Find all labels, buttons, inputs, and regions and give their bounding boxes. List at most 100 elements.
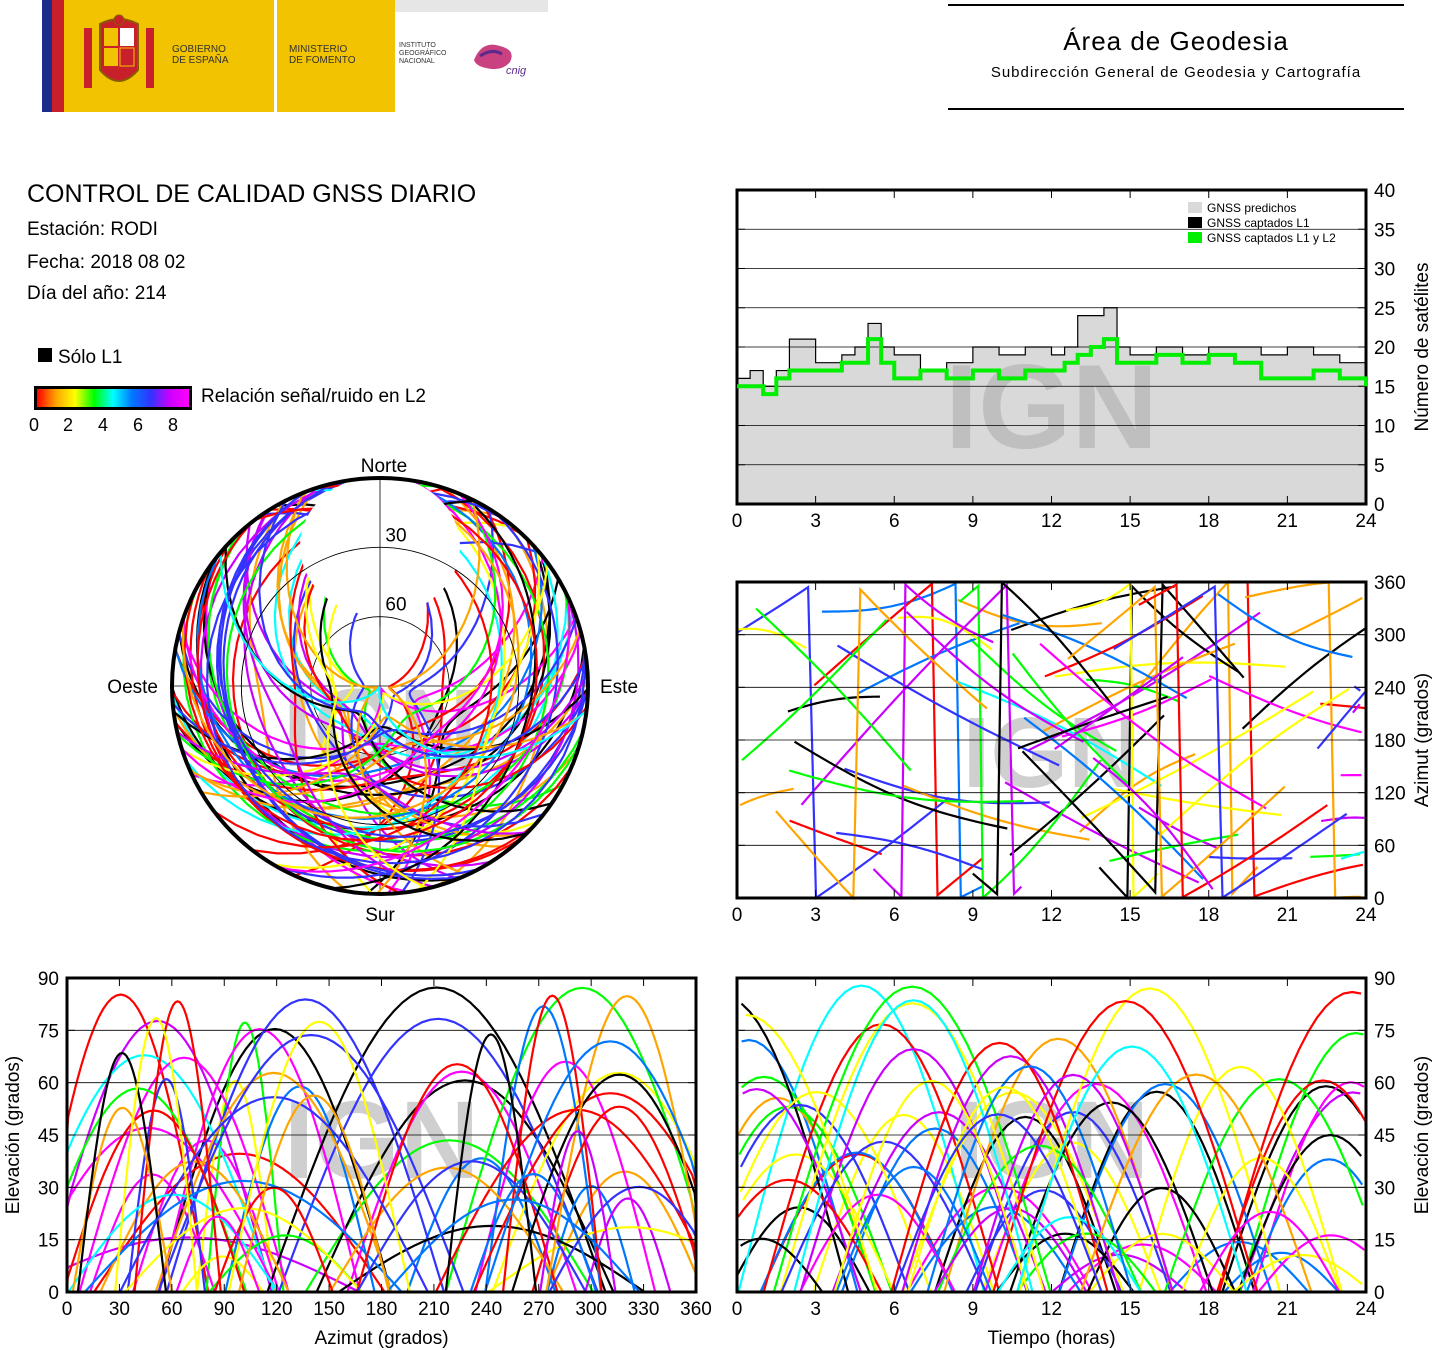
- sky-track: [181, 562, 549, 777]
- satellite-pass: [1218, 990, 1362, 1293]
- sky-tracks: [172, 478, 588, 894]
- satellite-arc: [76, 1051, 168, 1293]
- sky-track: [400, 508, 495, 894]
- satellite-track: [1078, 753, 1196, 833]
- y-tick-label: 90: [1374, 969, 1395, 990]
- satellite-pass: [1088, 1232, 1235, 1293]
- satellite-track: [1067, 584, 1286, 900]
- sky-track: [182, 479, 503, 783]
- direction-west: Oeste: [107, 677, 158, 698]
- y-tick-label: 60: [1374, 1074, 1395, 1095]
- satellite-track: [1138, 582, 1328, 899]
- legend-label: GNSS captados L1: [1207, 216, 1310, 230]
- satellite-pass: [893, 1113, 1103, 1293]
- legend-label: GNSS captados L1 y L2: [1207, 231, 1336, 245]
- satellite-track: [1023, 716, 1204, 880]
- sky-track: [258, 500, 588, 758]
- satellite-pass: [745, 1013, 878, 1293]
- satellite-pass: [1168, 1240, 1310, 1293]
- satellite-pass: [906, 1086, 1102, 1293]
- satellite-track: [972, 580, 1120, 897]
- direction-north: Norte: [361, 456, 407, 477]
- satellite-pass: [1015, 1045, 1248, 1293]
- satellite-track: [1217, 593, 1353, 658]
- x-tick-label: 24: [1355, 905, 1377, 926]
- satellite-track: [821, 581, 983, 899]
- header-top-rule: [948, 4, 1404, 6]
- satellite-pass: [737, 984, 986, 1293]
- plot-frame: [735, 580, 1368, 900]
- plot-frame: [735, 188, 1368, 506]
- y-tick-label: 15: [1374, 1231, 1395, 1252]
- x-tick-label: 270: [523, 1299, 555, 1320]
- satellite-track: [1321, 816, 1365, 823]
- ring-label: 60: [385, 595, 406, 616]
- satellite-arc: [469, 1172, 598, 1293]
- area-subtitle: Subdirección General de Geodesia y Carto…: [990, 64, 1362, 81]
- x-tick-label: 24: [1355, 1299, 1377, 1320]
- x-tick-label: 9: [968, 1299, 979, 1320]
- x-axis-label: Tiempo (horas): [987, 1328, 1115, 1349]
- satellite-track: [1109, 833, 1239, 862]
- satellite-track: [1113, 584, 1348, 900]
- satellite-pass: [1221, 1085, 1362, 1293]
- y-tick-label: 25: [1374, 299, 1395, 320]
- satellite-arc: [304, 1139, 595, 1293]
- y-tick-label: 35: [1374, 220, 1395, 241]
- sky-track: [304, 478, 429, 890]
- gobierno-text: GOBIERNO DE ESPAÑA: [172, 44, 229, 66]
- snr-label: Relación señal/ruido en L2: [201, 386, 426, 407]
- sky-track: [285, 492, 468, 877]
- satellite-track: [1092, 757, 1214, 890]
- satellite-arc: [386, 1198, 641, 1293]
- satellite-arc: [133, 1000, 222, 1293]
- sky-track: [179, 625, 583, 753]
- plot-frame: [735, 976, 1368, 1294]
- sky-track: [278, 596, 571, 873]
- y-tick-label: 5: [1374, 456, 1385, 477]
- satellite-track: [1138, 806, 1219, 850]
- sky-track: [183, 484, 539, 842]
- y-tick-label: 0: [1374, 495, 1385, 516]
- satellite-track: [1041, 642, 1236, 733]
- satellite-pass: [740, 1075, 877, 1293]
- sky-track: [177, 495, 497, 787]
- instituto-text: INSTITUTO GEOGRÁFICO NACIONAL: [399, 42, 447, 65]
- satellite-arc: [126, 1077, 207, 1293]
- satellite-arc: [114, 1016, 199, 1293]
- satellite-track: [739, 787, 794, 807]
- y-tick-label: 30: [38, 1178, 59, 1199]
- sky-track: [217, 490, 588, 839]
- satellite-track: [775, 586, 988, 901]
- y-tick-label: 15: [38, 1231, 59, 1252]
- satellite-pass: [933, 1115, 1117, 1293]
- satellite-pass: [793, 999, 1034, 1293]
- satellite-track: [1208, 855, 1293, 860]
- x-tick-label: 0: [732, 1299, 743, 1320]
- satellite-pass: [1163, 1077, 1364, 1293]
- satellite-track: [905, 611, 1085, 743]
- y-tick-label: 75: [38, 1021, 59, 1042]
- satellite-arc: [315, 1079, 615, 1293]
- x-tick-label: 21: [1277, 905, 1298, 926]
- sky-track: [189, 629, 582, 797]
- satellite-pass: [772, 985, 1052, 1293]
- sky-track: [225, 484, 581, 853]
- legend-swatch: [1188, 217, 1202, 228]
- satellite-track: [1130, 579, 1259, 897]
- satellite-track: [969, 638, 1117, 752]
- snr-tick: 8: [168, 415, 179, 435]
- plot-frame: [65, 976, 698, 1294]
- x-tick-label: 360: [680, 1299, 712, 1320]
- x-tick-label: 30: [109, 1299, 130, 1320]
- coat-of-arms-icon: [84, 14, 154, 88]
- y-tick-label: 180: [1374, 731, 1406, 752]
- satellite-track: [1054, 661, 1286, 678]
- satellite-track: [1061, 678, 1212, 738]
- x-tick-label: 180: [366, 1299, 398, 1320]
- y-tick-label: 90: [38, 969, 59, 990]
- satellite-pass: [1138, 1065, 1343, 1293]
- satellite-arc: [584, 1197, 672, 1293]
- sky-track: [243, 486, 492, 868]
